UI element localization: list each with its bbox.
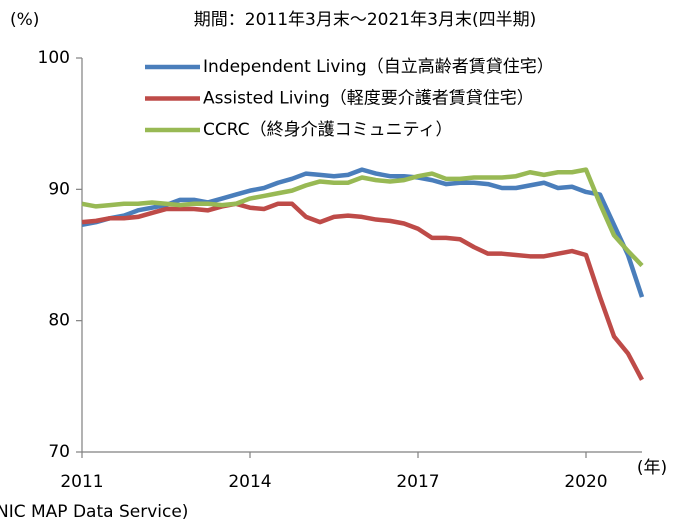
x-tick-label: 2014 [228, 472, 271, 492]
x-tick-label: 2017 [396, 472, 439, 492]
y-tick-label: 100 [38, 48, 70, 68]
y-tick-label: 70 [48, 442, 70, 462]
series-line [81, 201, 644, 381]
x-tick-label: 2011 [60, 472, 103, 492]
legend-label: Assisted Living（軽度要介護者賃貸住宅） [203, 89, 534, 109]
legend-label: CCRC（終身介護コミュニティ） [203, 120, 453, 140]
x-unit: (年) [637, 458, 667, 478]
x-tick-label: 2020 [564, 472, 607, 492]
y-tick-label: 80 [48, 311, 70, 331]
source: NIC MAP Data Service) [0, 502, 188, 522]
y-tick-label: 90 [48, 179, 70, 199]
chart-title: 期間：2011年3月末～2021年3月末(四半期) [194, 10, 536, 30]
series-line [81, 167, 645, 298]
y-unit: (%) [10, 10, 39, 30]
legend-label: Independent Living（自立高齢者賃貸住宅） [203, 57, 554, 77]
series-line [81, 167, 644, 268]
